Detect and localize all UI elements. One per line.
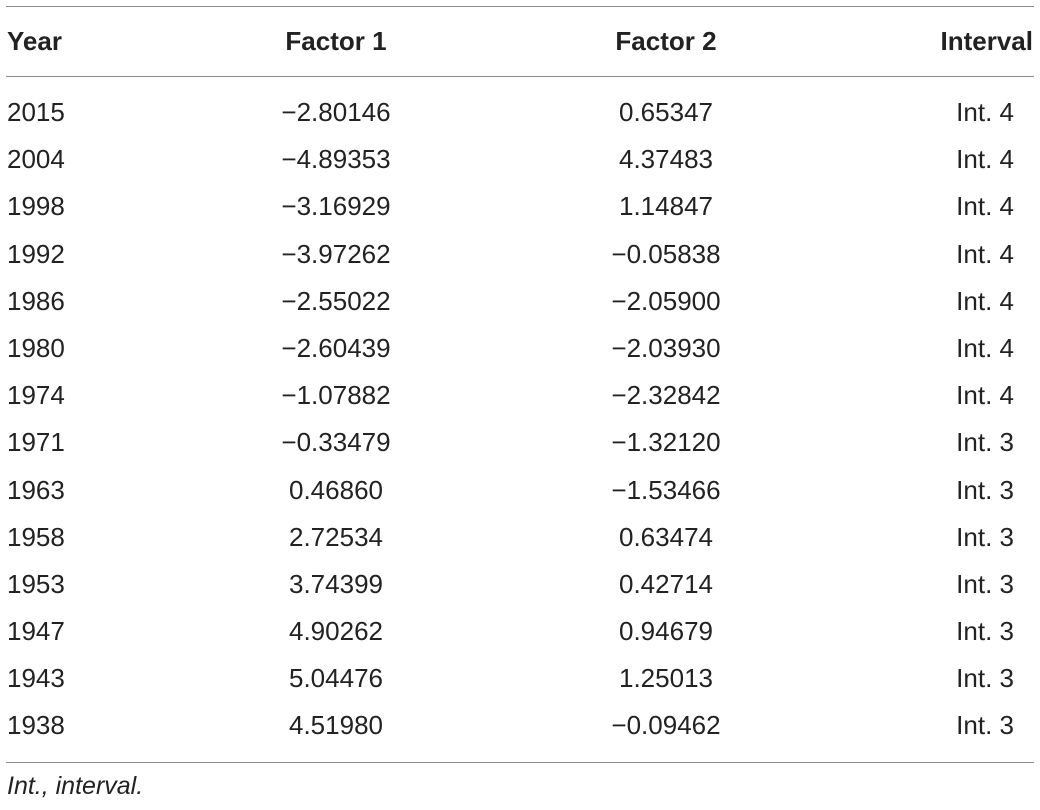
cell-interval: Int. 4 xyxy=(956,97,1014,127)
cell-factor-2: −2.05900 xyxy=(611,285,721,316)
cell-factor-1: 0.46860 xyxy=(289,474,383,505)
cell-year: 1963 xyxy=(7,474,65,505)
table-row: 1963 0.46860 −1.53466 Int. 3 xyxy=(0,467,1040,514)
cell-factor-2: −2.03930 xyxy=(611,332,721,363)
table-row: 1953 3.74399 0.42714 Int. 3 xyxy=(0,561,1040,608)
header-year: Year xyxy=(7,26,62,56)
cell-factor-2: 4.37483 xyxy=(619,144,713,175)
table-row: 2004 −4.89353 4.37483 Int. 4 xyxy=(0,136,1040,183)
cell-factor-2: 0.65347 xyxy=(619,97,713,127)
cell-interval: Int. 3 xyxy=(956,663,1014,694)
cell-factor-2: 0.63474 xyxy=(619,521,713,552)
cell-factor-2: −0.05838 xyxy=(611,238,721,269)
cell-year: 1986 xyxy=(7,285,65,316)
cell-factor-1: −3.16929 xyxy=(281,191,391,222)
header-factor-2: Factor 2 xyxy=(615,26,717,56)
cell-factor-2: −2.32842 xyxy=(611,380,721,411)
cell-year: 2015 xyxy=(7,97,65,127)
cell-interval: Int. 4 xyxy=(956,144,1014,175)
table-row: 1986 −2.55022 −2.05900 Int. 4 xyxy=(0,278,1040,325)
cell-factor-1: −2.55022 xyxy=(281,285,391,316)
table-header-row: Year Factor 1 Factor 2 Interval xyxy=(0,6,1040,76)
header-interval: Interval xyxy=(940,26,1034,56)
cell-factor-2: 0.94679 xyxy=(619,616,713,647)
cell-factor-2: 1.14847 xyxy=(619,191,713,222)
cell-interval: Int. 4 xyxy=(956,238,1014,269)
table-row: 1947 4.90262 0.94679 Int. 3 xyxy=(0,608,1040,655)
cell-factor-2: 1.25013 xyxy=(619,663,713,694)
table-row: 2015 −2.80146 0.65347 Int. 4 xyxy=(0,89,1040,136)
cell-year: 1992 xyxy=(7,238,65,269)
cell-factor-1: 5.04476 xyxy=(289,663,383,694)
cell-factor-1: −1.07882 xyxy=(281,380,391,411)
table-header-rule xyxy=(6,76,1034,77)
cell-factor-1: 3.74399 xyxy=(289,568,383,599)
cell-factor-1: −3.97262 xyxy=(281,238,391,269)
cell-year: 1953 xyxy=(7,568,65,599)
cell-factor-1: −4.89353 xyxy=(281,144,391,175)
header-factor-1: Factor 1 xyxy=(285,26,387,56)
cell-interval: Int. 3 xyxy=(956,474,1014,505)
table-row: 1943 5.04476 1.25013 Int. 3 xyxy=(0,655,1040,702)
cell-factor-1: 2.72534 xyxy=(289,521,383,552)
table-row: 1992 −3.97262 −0.05838 Int. 4 xyxy=(0,231,1040,278)
cell-year: 2004 xyxy=(7,144,65,175)
cell-interval: Int. 3 xyxy=(956,616,1014,647)
cell-interval: Int. 3 xyxy=(956,568,1014,599)
table-row: 1938 4.51980 −0.09462 Int. 3 xyxy=(0,702,1040,749)
cell-factor-2: −1.53466 xyxy=(611,474,721,505)
cell-interval: Int. 4 xyxy=(956,380,1014,411)
table-footnote: Int., interval. xyxy=(7,772,144,800)
cell-year: 1947 xyxy=(7,616,65,647)
cell-interval: Int. 3 xyxy=(956,710,1014,741)
cell-factor-1: 4.51980 xyxy=(289,710,383,741)
table-row: 1958 2.72534 0.63474 Int. 3 xyxy=(0,514,1040,561)
table-body: 2015 −2.80146 0.65347 Int. 4 2004 −4.89353 4.3… xyxy=(0,89,1040,750)
cell-interval: Int. 3 xyxy=(956,521,1014,552)
cell-factor-2: −1.32120 xyxy=(611,427,721,458)
cell-year: 1980 xyxy=(7,332,65,363)
table-bottom-rule xyxy=(6,762,1034,763)
cell-year: 1943 xyxy=(7,663,65,694)
cell-factor-1: −2.80146 xyxy=(281,97,391,127)
cell-year: 1998 xyxy=(7,191,65,222)
table-top-rule xyxy=(6,6,1034,7)
cell-interval: Int. 4 xyxy=(956,191,1014,222)
cell-year: 1938 xyxy=(7,710,65,741)
cell-interval: Int. 4 xyxy=(956,332,1014,363)
table-row: 1971 −0.33479 −1.32120 Int. 3 xyxy=(0,419,1040,466)
cell-interval: Int. 4 xyxy=(956,285,1014,316)
cell-interval: Int. 3 xyxy=(956,427,1014,458)
cell-factor-2: −0.09462 xyxy=(611,710,721,741)
cell-factor-1: 4.90262 xyxy=(289,616,383,647)
cell-year: 1971 xyxy=(7,427,65,458)
cell-factor-2: 0.42714 xyxy=(619,568,713,599)
table-row: 1998 −3.16929 1.14847 Int. 4 xyxy=(0,183,1040,230)
cell-factor-1: −2.60439 xyxy=(281,332,391,363)
cell-factor-1: −0.33479 xyxy=(281,427,391,458)
table-row: 1974 −1.07882 −2.32842 Int. 4 xyxy=(0,372,1040,419)
cell-year: 1958 xyxy=(7,521,65,552)
cell-year: 1974 xyxy=(7,380,65,411)
table-row: 1980 −2.60439 −2.03930 Int. 4 xyxy=(0,325,1040,372)
